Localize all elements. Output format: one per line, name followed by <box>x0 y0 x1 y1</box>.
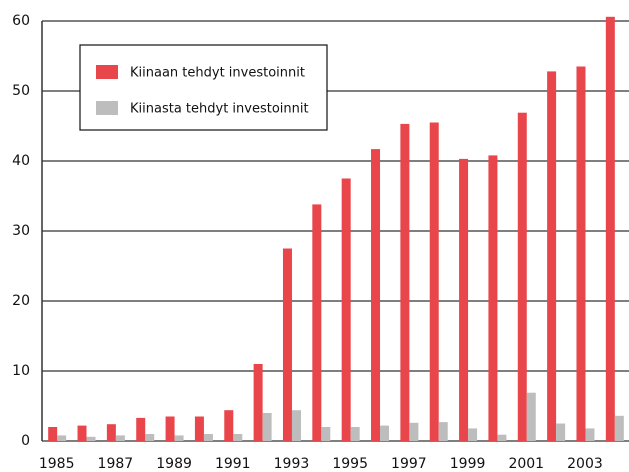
bar <box>174 435 184 441</box>
bar <box>136 417 146 441</box>
bar <box>605 16 615 442</box>
legend-swatch <box>96 65 118 79</box>
x-tick-label: 1985 <box>39 456 75 472</box>
x-tick-label: 1993 <box>274 456 310 472</box>
bar <box>194 416 204 441</box>
bar <box>517 112 527 441</box>
x-tick-label: 1997 <box>391 456 427 472</box>
bar <box>106 424 116 441</box>
bar <box>459 158 469 441</box>
y-tick-label: 30 <box>12 223 30 239</box>
x-tick-label: 1999 <box>450 456 486 472</box>
bar <box>614 415 624 441</box>
bar <box>371 149 381 441</box>
bar <box>488 155 498 441</box>
x-tick-label: 1989 <box>156 456 192 472</box>
bar <box>203 434 213 441</box>
y-tick-label: 50 <box>12 83 30 99</box>
y-tick-label: 60 <box>12 13 30 29</box>
bar <box>48 427 58 441</box>
x-tick-label: 1987 <box>98 456 134 472</box>
bar <box>86 436 96 441</box>
bar <box>438 422 448 441</box>
x-tick-label: 1991 <box>215 456 251 472</box>
bars <box>48 16 624 442</box>
bar <box>312 204 322 441</box>
y-tick-label: 20 <box>12 293 30 309</box>
bar <box>429 122 439 441</box>
legend-swatch <box>96 101 118 115</box>
bar <box>253 364 263 441</box>
bar <box>556 423 566 441</box>
bar <box>526 392 536 441</box>
bar <box>145 434 155 441</box>
bar <box>400 123 410 442</box>
bar <box>224 410 234 441</box>
bar <box>380 425 390 441</box>
bar <box>165 416 175 441</box>
x-tick-label: 2001 <box>508 456 544 472</box>
x-tick-label: 1995 <box>332 456 368 472</box>
y-tick-label: 10 <box>12 363 30 379</box>
bar <box>585 428 595 441</box>
bar <box>233 434 243 441</box>
bar <box>409 422 419 441</box>
bar <box>341 178 351 441</box>
bar <box>576 66 586 441</box>
bar <box>321 427 331 441</box>
bar <box>282 248 292 441</box>
bar <box>547 71 557 442</box>
legend: Kiinaan tehdyt investoinnit Kiinasta teh… <box>79 44 328 131</box>
labels: 0 10 20 30 40 50 60 1985 1987 1989 1991 1993 1995 199… <box>12 13 603 472</box>
bar <box>77 425 87 441</box>
bar <box>468 428 478 441</box>
legend-label: Kiinaan tehdyt investoinnit <box>130 66 305 81</box>
bar <box>262 413 272 441</box>
bar <box>497 434 507 441</box>
bar <box>350 427 360 441</box>
legend-box <box>79 44 328 131</box>
bar <box>291 410 301 441</box>
bar <box>115 435 125 441</box>
y-tick-label: 0 <box>21 433 30 449</box>
x-tick-label: 2003 <box>567 456 603 472</box>
y-tick-label: 40 <box>12 153 30 169</box>
bar <box>57 435 67 441</box>
legend-label: Kiinasta tehdyt investoinnit <box>130 102 309 117</box>
